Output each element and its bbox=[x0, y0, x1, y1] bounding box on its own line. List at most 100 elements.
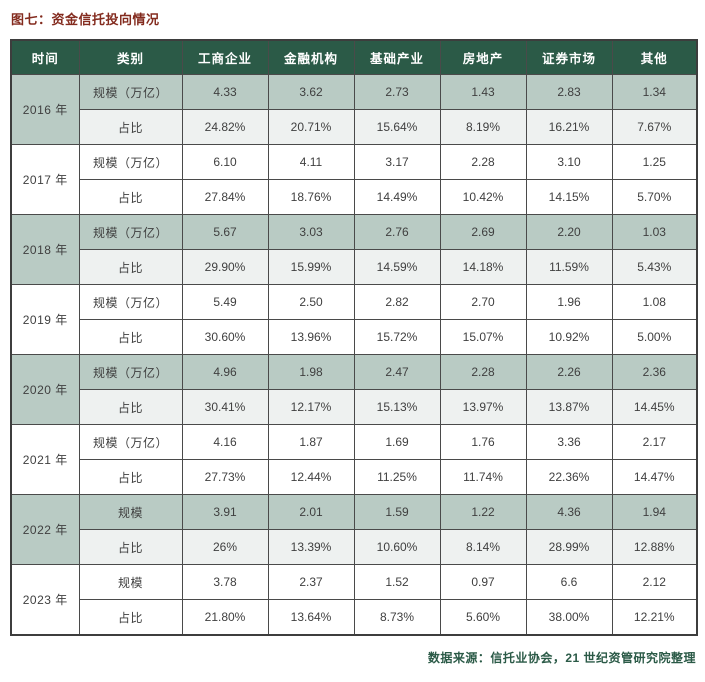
scale-value-cell: 3.91 bbox=[181, 494, 269, 530]
scale-row: 2017 年规模（万亿） 6.10 4.11 3.17 2.28 3.10 1.25 bbox=[10, 144, 698, 215]
scale-value-cell: 2.73 bbox=[353, 74, 441, 110]
ratio-value-cell: 15.07% bbox=[439, 319, 527, 355]
row-label-scale: 规模（万亿） bbox=[78, 214, 183, 250]
row-label-ratio: 占比 bbox=[78, 179, 183, 215]
scale-value-cell: 2.82 bbox=[353, 284, 441, 320]
ratio-row: 占比 24.82% 20.71% 15.64% 8.19% 16.21% 7.67% bbox=[11, 109, 698, 145]
header-row: 时间 类别 工商企业 金融机构 基础产业 房地产 证券市场 其他 bbox=[10, 39, 698, 75]
scale-value-cell: 4.36 bbox=[525, 494, 613, 530]
year-cell: 2022 年 bbox=[10, 494, 80, 565]
scale-value-cell: 3.78 bbox=[181, 564, 269, 600]
scale-value-cell: 1.22 bbox=[439, 494, 527, 530]
scale-value-cell: 2.26 bbox=[525, 354, 613, 390]
scale-value-cell: 2.69 bbox=[439, 214, 527, 250]
ratio-value-cell: 15.72% bbox=[353, 319, 441, 355]
ratio-value-cell: 8.19% bbox=[439, 109, 527, 145]
scale-value-cell: 1.76 bbox=[439, 424, 527, 460]
ratio-value-cell: 30.60% bbox=[181, 319, 269, 355]
column-header-time: 时间 bbox=[10, 39, 80, 75]
ratio-value-cell: 10.60% bbox=[353, 529, 441, 565]
ratio-value-cell: 14.15% bbox=[525, 179, 613, 215]
scale-row: 2020 年规模（万亿） 4.96 1.98 2.47 2.28 2.26 2.36 bbox=[10, 354, 698, 425]
scale-value-cell: 4.11 bbox=[267, 144, 355, 180]
year-cell: 2016 年 bbox=[10, 74, 80, 145]
ratio-value-cell: 13.87% bbox=[525, 389, 613, 425]
scale-value-cell: 1.87 bbox=[267, 424, 355, 460]
scale-value-cell: 2.47 bbox=[353, 354, 441, 390]
row-label-scale: 规模（万亿） bbox=[78, 74, 183, 110]
ratio-value-cell: 5.60% bbox=[439, 599, 527, 636]
year-cell: 2018 年 bbox=[10, 214, 80, 285]
ratio-value-cell: 14.59% bbox=[353, 249, 441, 285]
ratio-value-cell: 14.47% bbox=[611, 459, 698, 495]
ratio-value-cell: 15.13% bbox=[353, 389, 441, 425]
ratio-value-cell: 13.97% bbox=[439, 389, 527, 425]
scale-row: 2022 年规模 3.91 2.01 1.59 1.22 4.36 1.94 bbox=[10, 494, 698, 565]
ratio-value-cell: 24.82% bbox=[181, 109, 269, 145]
ratio-value-cell: 12.88% bbox=[611, 529, 698, 565]
scale-value-cell: 5.67 bbox=[181, 214, 269, 250]
scale-row: 2019 年规模（万亿） 5.49 2.50 2.82 2.70 1.96 1.08 bbox=[10, 284, 698, 355]
row-label-ratio: 占比 bbox=[78, 529, 183, 565]
row-label-ratio: 占比 bbox=[78, 599, 183, 636]
scale-value-cell: 2.28 bbox=[439, 144, 527, 180]
ratio-value-cell: 18.76% bbox=[267, 179, 355, 215]
ratio-value-cell: 27.84% bbox=[181, 179, 269, 215]
page: 图七：资金信托投向情况 时间 类别 工商企业 金融机构 基础产业 房地产 证券市… bbox=[10, 12, 698, 665]
column-header-real-estate: 房地产 bbox=[439, 39, 527, 75]
column-header-industrial: 工商企业 bbox=[181, 39, 269, 75]
ratio-value-cell: 12.44% bbox=[267, 459, 355, 495]
ratio-value-cell: 12.17% bbox=[267, 389, 355, 425]
ratio-row: 占比 21.80% 13.64% 8.73% 5.60% 38.00% 12.21% bbox=[11, 599, 698, 636]
ratio-value-cell: 14.45% bbox=[611, 389, 698, 425]
table-header: 时间 类别 工商企业 金融机构 基础产业 房地产 证券市场 其他 bbox=[10, 39, 698, 75]
scale-value-cell: 2.17 bbox=[611, 424, 698, 460]
scale-value-cell: 2.12 bbox=[611, 564, 698, 600]
scale-value-cell: 3.62 bbox=[267, 74, 355, 110]
ratio-value-cell: 10.92% bbox=[525, 319, 613, 355]
scale-value-cell: 3.17 bbox=[353, 144, 441, 180]
scale-value-cell: 4.96 bbox=[181, 354, 269, 390]
ratio-value-cell: 13.39% bbox=[267, 529, 355, 565]
scale-value-cell: 6.10 bbox=[181, 144, 269, 180]
ratio-value-cell: 28.99% bbox=[525, 529, 613, 565]
ratio-value-cell: 15.99% bbox=[267, 249, 355, 285]
scale-value-cell: 3.10 bbox=[525, 144, 613, 180]
scale-value-cell: 1.03 bbox=[611, 214, 698, 250]
ratio-value-cell: 21.80% bbox=[181, 599, 269, 636]
row-label-scale: 规模（万亿） bbox=[78, 284, 183, 320]
column-header-securities: 证券市场 bbox=[525, 39, 613, 75]
column-header-category: 类别 bbox=[78, 39, 183, 75]
year-cell: 2017 年 bbox=[10, 144, 80, 215]
scale-row: 2018 年规模（万亿） 5.67 3.03 2.76 2.69 2.20 1.03 bbox=[10, 214, 698, 285]
scale-value-cell: 1.94 bbox=[611, 494, 698, 530]
data-table: 时间 类别 工商企业 金融机构 基础产业 房地产 证券市场 其他 2016 年规… bbox=[10, 39, 698, 636]
ratio-value-cell: 14.18% bbox=[439, 249, 527, 285]
ratio-value-cell: 5.00% bbox=[611, 319, 698, 355]
figure-title: 图七：资金信托投向情况 bbox=[11, 12, 160, 27]
year-cell: 2019 年 bbox=[10, 284, 80, 355]
ratio-value-cell: 5.70% bbox=[611, 179, 698, 215]
ratio-row: 占比 30.60% 13.96% 15.72% 15.07% 10.92% 5.00% bbox=[11, 319, 698, 355]
scale-value-cell: 0.97 bbox=[439, 564, 527, 600]
scale-value-cell: 2.50 bbox=[267, 284, 355, 320]
scale-value-cell: 1.08 bbox=[611, 284, 698, 320]
ratio-row: 占比 27.84% 18.76% 14.49% 10.42% 14.15% 5.70% bbox=[11, 179, 698, 215]
ratio-value-cell: 5.43% bbox=[611, 249, 698, 285]
ratio-value-cell: 26% bbox=[181, 529, 269, 565]
ratio-value-cell: 30.41% bbox=[181, 389, 269, 425]
row-label-scale: 规模 bbox=[78, 564, 183, 600]
scale-value-cell: 2.36 bbox=[611, 354, 698, 390]
ratio-row: 占比 29.90% 15.99% 14.59% 14.18% 11.59% 5.43% bbox=[11, 249, 698, 285]
column-header-other: 其他 bbox=[611, 39, 698, 75]
row-label-scale: 规模（万亿） bbox=[78, 424, 183, 460]
scale-value-cell: 1.98 bbox=[267, 354, 355, 390]
ratio-value-cell: 22.36% bbox=[525, 459, 613, 495]
scale-row: 2023 年规模 3.78 2.37 1.52 0.97 6.6 2.12 bbox=[10, 564, 698, 636]
scale-value-cell: 3.03 bbox=[267, 214, 355, 250]
ratio-value-cell: 13.64% bbox=[267, 599, 355, 636]
ratio-value-cell: 11.74% bbox=[439, 459, 527, 495]
scale-value-cell: 4.33 bbox=[181, 74, 269, 110]
scale-value-cell: 2.76 bbox=[353, 214, 441, 250]
column-header-financial: 金融机构 bbox=[267, 39, 355, 75]
